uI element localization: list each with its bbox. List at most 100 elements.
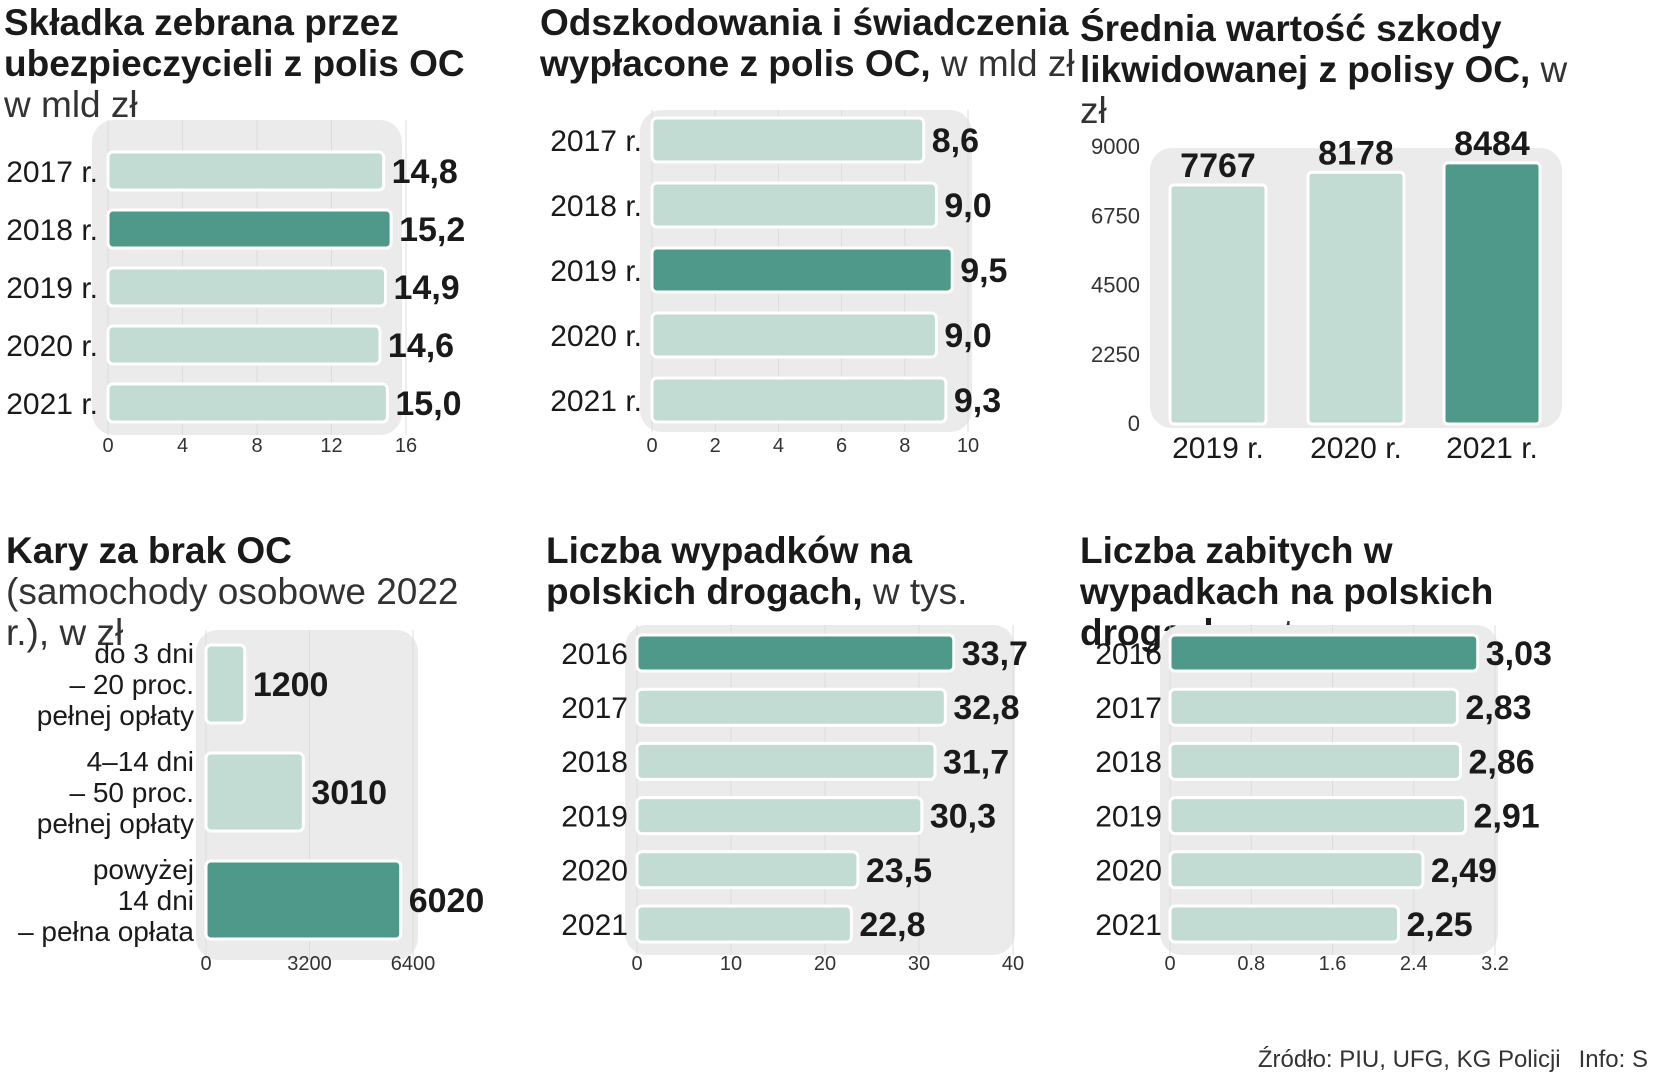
x-tick-label: 8: [899, 435, 910, 457]
value-label: 23,5: [866, 852, 932, 890]
value-label: 8178: [1318, 134, 1394, 172]
x-tick-label: 16: [395, 435, 417, 457]
bar: [1168, 687, 1459, 727]
value-label: 9,3: [954, 382, 1001, 420]
x-tick-label: 0: [646, 435, 657, 457]
category-label-line: do 3 dni: [94, 638, 194, 669]
category-label: 2019: [1095, 800, 1162, 833]
bar: [204, 643, 247, 725]
bar: [635, 633, 956, 673]
chart-title: Składka zebrana przez ubezpieczycieli z …: [4, 2, 465, 125]
bar: [1168, 741, 1462, 781]
chart-title: Średnia wartość szkody likwidowanej z po…: [1080, 8, 1568, 131]
value-label: 8484: [1454, 125, 1530, 163]
category-label: do 3 dni – 20 proc. pełnej opłaty: [37, 638, 194, 731]
x-tick-label: 0: [1164, 953, 1175, 975]
chart-premiums: Składka zebrana przez ubezpieczycieli z …: [0, 0, 520, 500]
bar: [106, 266, 388, 308]
bar: [1168, 850, 1425, 890]
value-label: 2,86: [1468, 743, 1534, 781]
category-label: 2020 r.: [6, 330, 98, 363]
bar: [1168, 796, 1468, 836]
x-tick-label: 4: [177, 435, 188, 457]
x-tick-label: 6: [836, 435, 847, 457]
bar: [635, 687, 947, 727]
category-label-line: 14 dni: [118, 885, 194, 916]
category-label-line: pełnej opłaty: [37, 700, 194, 731]
chart-title: Odszkodowania i świadczenia wypłacone z …: [540, 2, 1075, 84]
source-text: Źródło: PIU, UFG, KG Policji: [1257, 1046, 1561, 1073]
chart-plot: 0 3200 6400 do 3 dni – 20 proc. pełnej opłaty…: [18, 630, 485, 975]
x-tick-label: 0.8: [1237, 953, 1265, 975]
chart-plot: 0 10 20 30 40 2016 33,7 2017 32,8 2018 31,7 2019 30,…: [561, 625, 1028, 975]
chart-penalties: Kary za brak OC (samochody osobowe 2022 …: [0, 530, 520, 1060]
bar: [1168, 183, 1268, 426]
x-tick-label: 0: [102, 435, 113, 457]
chart-average-claim: Średnia wartość szkody likwidowanej z po…: [1080, 0, 1654, 500]
x-tick-label: 0: [200, 953, 211, 975]
value-label: 30,3: [930, 798, 996, 836]
category-label: 2018 r.: [550, 190, 642, 223]
value-label: 31,7: [943, 743, 1009, 781]
value-label: 9,0: [944, 187, 991, 225]
y-tick-label: 2250: [1091, 342, 1140, 367]
value-label: 7767: [1180, 147, 1256, 185]
value-label: 15,2: [399, 211, 465, 249]
y-tick-label: 0: [1128, 411, 1140, 436]
x-tick-label: 2.4: [1400, 953, 1428, 975]
value-label: 3,03: [1486, 635, 1552, 673]
x-tick-label: 6400: [391, 953, 436, 975]
bar: [1168, 904, 1401, 944]
chart-accidents: Liczba wypadków na polskich drogach, w t…: [540, 530, 1080, 1060]
category-label: 2017: [1095, 692, 1162, 725]
value-label: 33,7: [962, 635, 1028, 673]
category-label: 2020 r.: [1310, 432, 1402, 465]
x-tick-label: 4: [773, 435, 784, 457]
value-label: 14,9: [394, 269, 460, 307]
value-label: 32,8: [953, 689, 1019, 727]
value-label: 2,91: [1474, 798, 1540, 836]
chart-plot: 0 2 4 6 8 10 2017 r. 8,6 2018 r. 9,0 2019 r. 9,5 202…: [550, 110, 1007, 457]
chart-title: Kary za brak OC (samochody osobowe 2022 …: [6, 530, 459, 653]
value-label: 14,8: [392, 153, 458, 191]
category-label: 2021 r.: [6, 388, 98, 421]
value-label: 22,8: [859, 906, 925, 944]
bar: [635, 741, 937, 781]
chart-plot: 0 4 8 12 16 2017 r. 14,8 2018 r. 15,2 2019 r. 14,9…: [6, 120, 465, 457]
chart-payouts: Odszkodowania i świadczenia wypłacone z …: [540, 0, 1080, 500]
bar: [1168, 633, 1480, 673]
y-tick-label: 6750: [1091, 203, 1140, 228]
value-label: 8,6: [932, 122, 979, 160]
x-tick-label: 0: [631, 953, 642, 975]
x-tick-label: 20: [814, 953, 836, 975]
category-label: powyżej 14 dni – pełna opłata: [18, 854, 194, 947]
y-tick-label: 9000: [1091, 134, 1140, 159]
value-label: 1200: [253, 666, 329, 704]
bar: [650, 376, 948, 424]
bar: [635, 850, 860, 890]
bar: [106, 150, 386, 192]
category-label: 2018: [561, 746, 628, 779]
category-label: 2018: [1095, 746, 1162, 779]
bar: [650, 246, 954, 294]
x-tick-label: 30: [908, 953, 930, 975]
category-label-line: – 50 proc.: [69, 777, 194, 808]
info-text: Info: S: [1578, 1046, 1648, 1073]
category-label: 2021: [561, 909, 628, 942]
chart-plot: 0 0.8 1.6 2.4 3.2 2016 3,03 2017 2,83 2018 2,86 201…: [1095, 625, 1552, 975]
category-label: 2019 r.: [1172, 432, 1264, 465]
category-label: 2017: [561, 692, 628, 725]
value-label: 2,49: [1431, 852, 1497, 890]
value-label: 6020: [409, 882, 485, 920]
value-label: 3010: [311, 774, 387, 812]
category-label: 2021 r.: [1446, 432, 1538, 465]
x-tick-label: 8: [251, 435, 262, 457]
category-label: 2016: [561, 638, 628, 671]
x-tick-label: 3200: [287, 953, 332, 975]
bar: [650, 116, 926, 164]
bar: [650, 181, 938, 229]
value-label: 9,5: [960, 252, 1007, 290]
value-label: 9,0: [944, 317, 991, 355]
category-label: 2019 r.: [6, 272, 98, 305]
y-tick-label: 4500: [1091, 273, 1140, 298]
